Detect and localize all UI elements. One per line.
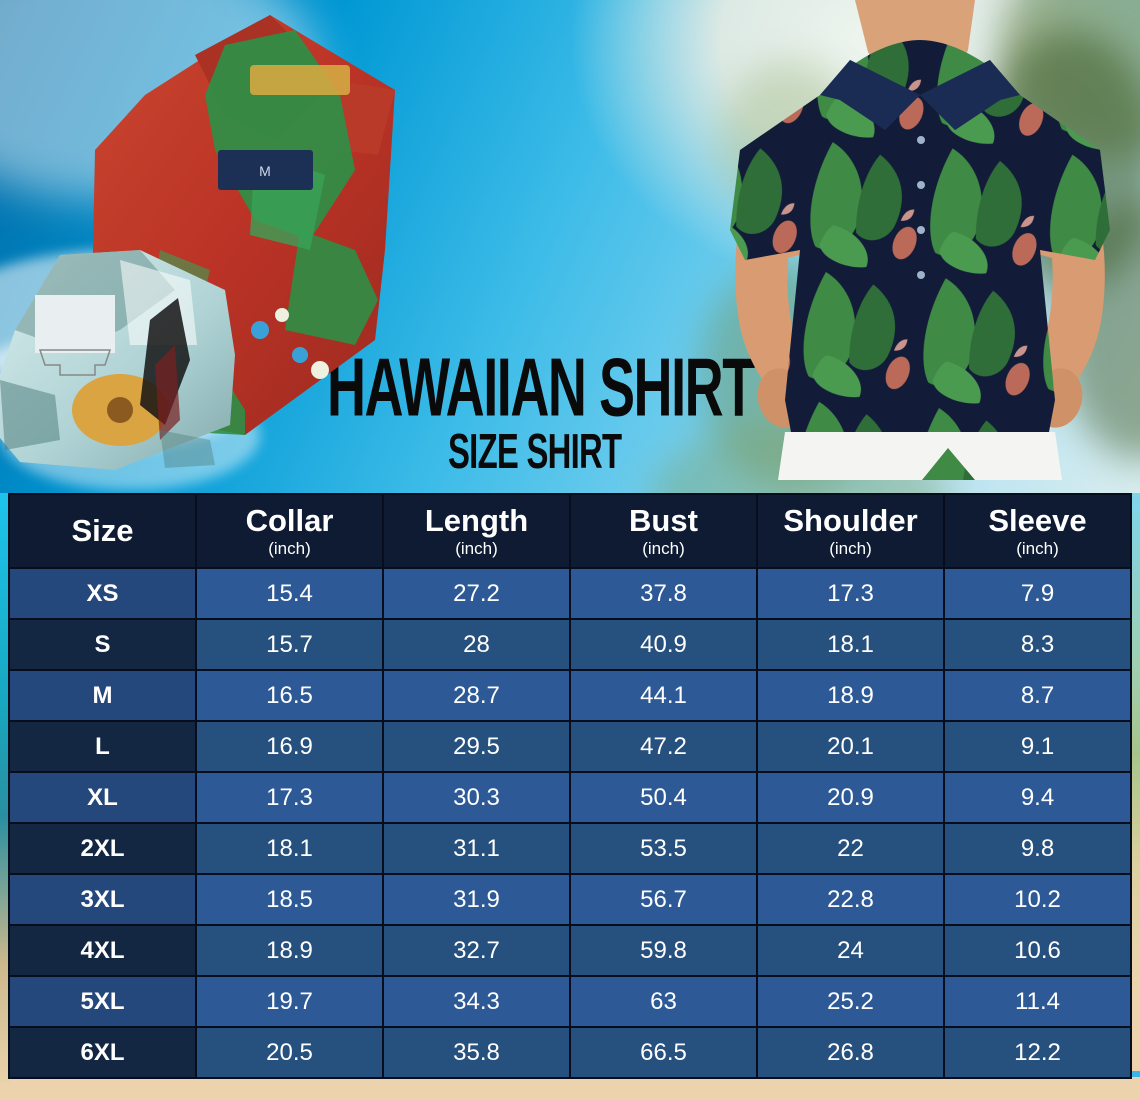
svg-text:M: M — [259, 163, 271, 179]
